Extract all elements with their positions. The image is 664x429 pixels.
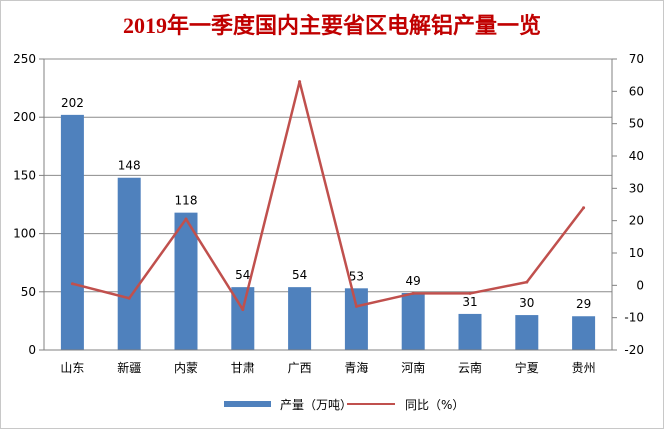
left-tick-label: 250: [13, 52, 36, 66]
axes: [39, 58, 617, 351]
legend-line-label: 同比（%）: [405, 398, 464, 412]
bar-data-label: 148: [118, 159, 141, 173]
bar: [174, 212, 198, 350]
right-tick-label: 50: [629, 117, 644, 131]
x-category-label: 贵州: [572, 361, 596, 375]
x-category-label: 宁夏: [515, 360, 539, 375]
left-tick-label: 100: [13, 227, 36, 241]
right-tick-label: 0: [636, 278, 644, 292]
left-tick-label: 150: [13, 168, 36, 182]
legend-bar-swatch: [224, 401, 271, 407]
x-category-label: 广西: [288, 361, 312, 375]
legend-bar-label: 产量（万吨）: [280, 398, 352, 412]
bar-data-label: 53: [349, 269, 364, 283]
line-series: [70, 80, 586, 312]
right-tick-label: -20: [624, 343, 644, 357]
right-axis-ticks: -20 -10 0 10 20 30 40 50 60 70: [624, 52, 644, 357]
x-category-label: 云南: [458, 360, 482, 375]
right-tick-label: 70: [629, 52, 644, 66]
left-tick-label: 50: [21, 285, 36, 299]
bar: [572, 316, 596, 350]
bar: [117, 177, 141, 350]
line-point: [468, 291, 472, 295]
right-tick-label: 60: [629, 84, 644, 98]
bar-data-label: 30: [519, 296, 534, 310]
left-axis-ticks: 0 50 100 150 200 250: [13, 52, 36, 357]
bar: [401, 292, 425, 350]
line-point: [70, 282, 74, 286]
bar: [515, 315, 539, 350]
left-tick-label: 0: [28, 343, 36, 357]
bar-data-label: 54: [292, 268, 307, 282]
x-category-label: 新疆: [117, 360, 141, 375]
line-point: [411, 291, 415, 295]
x-category-label: 河南: [401, 360, 425, 375]
x-category-label: 甘肃: [231, 361, 255, 375]
yoy-line: [72, 80, 585, 311]
bar: [344, 288, 368, 350]
bar: [60, 114, 84, 350]
bar: [288, 287, 312, 350]
x-axis-categories: 山东 新疆 内蒙 甘肃 广西 青海 河南 云南 宁夏 贵州: [60, 360, 595, 375]
right-tick-label: 10: [629, 246, 644, 260]
right-tick-label: 40: [629, 149, 644, 163]
legend: 产量（万吨） 同比（%）: [224, 398, 464, 412]
line-point: [354, 304, 358, 308]
line-point: [298, 80, 302, 84]
bar-data-label: 118: [175, 194, 198, 208]
bar: [231, 287, 255, 350]
bar-data-label: 29: [576, 297, 591, 311]
bar: [458, 313, 482, 350]
bar-data-label: 202: [61, 96, 84, 110]
line-point: [525, 280, 529, 284]
x-category-label: 内蒙: [174, 361, 198, 375]
line-point: [582, 206, 586, 210]
right-tick-label: -10: [624, 311, 644, 325]
bar-series: [60, 114, 596, 350]
x-category-label: 山东: [60, 361, 84, 375]
x-category-label: 青海: [344, 360, 368, 375]
right-tick-label: 20: [629, 214, 644, 228]
chart-title: 2019年一季度国内主要省区电解铝产量一览: [123, 13, 541, 38]
right-tick-label: 30: [629, 181, 644, 195]
bar-data-label: 31: [462, 295, 477, 309]
bar-data-label: 49: [406, 274, 421, 288]
line-point: [241, 308, 245, 312]
left-tick-label: 200: [13, 110, 36, 124]
bar-data-label: 54: [235, 268, 250, 282]
line-point: [184, 217, 188, 221]
line-point: [127, 296, 131, 300]
bar-data-labels: 202 148 118 54 54 53 49 31 30 29: [61, 96, 591, 311]
